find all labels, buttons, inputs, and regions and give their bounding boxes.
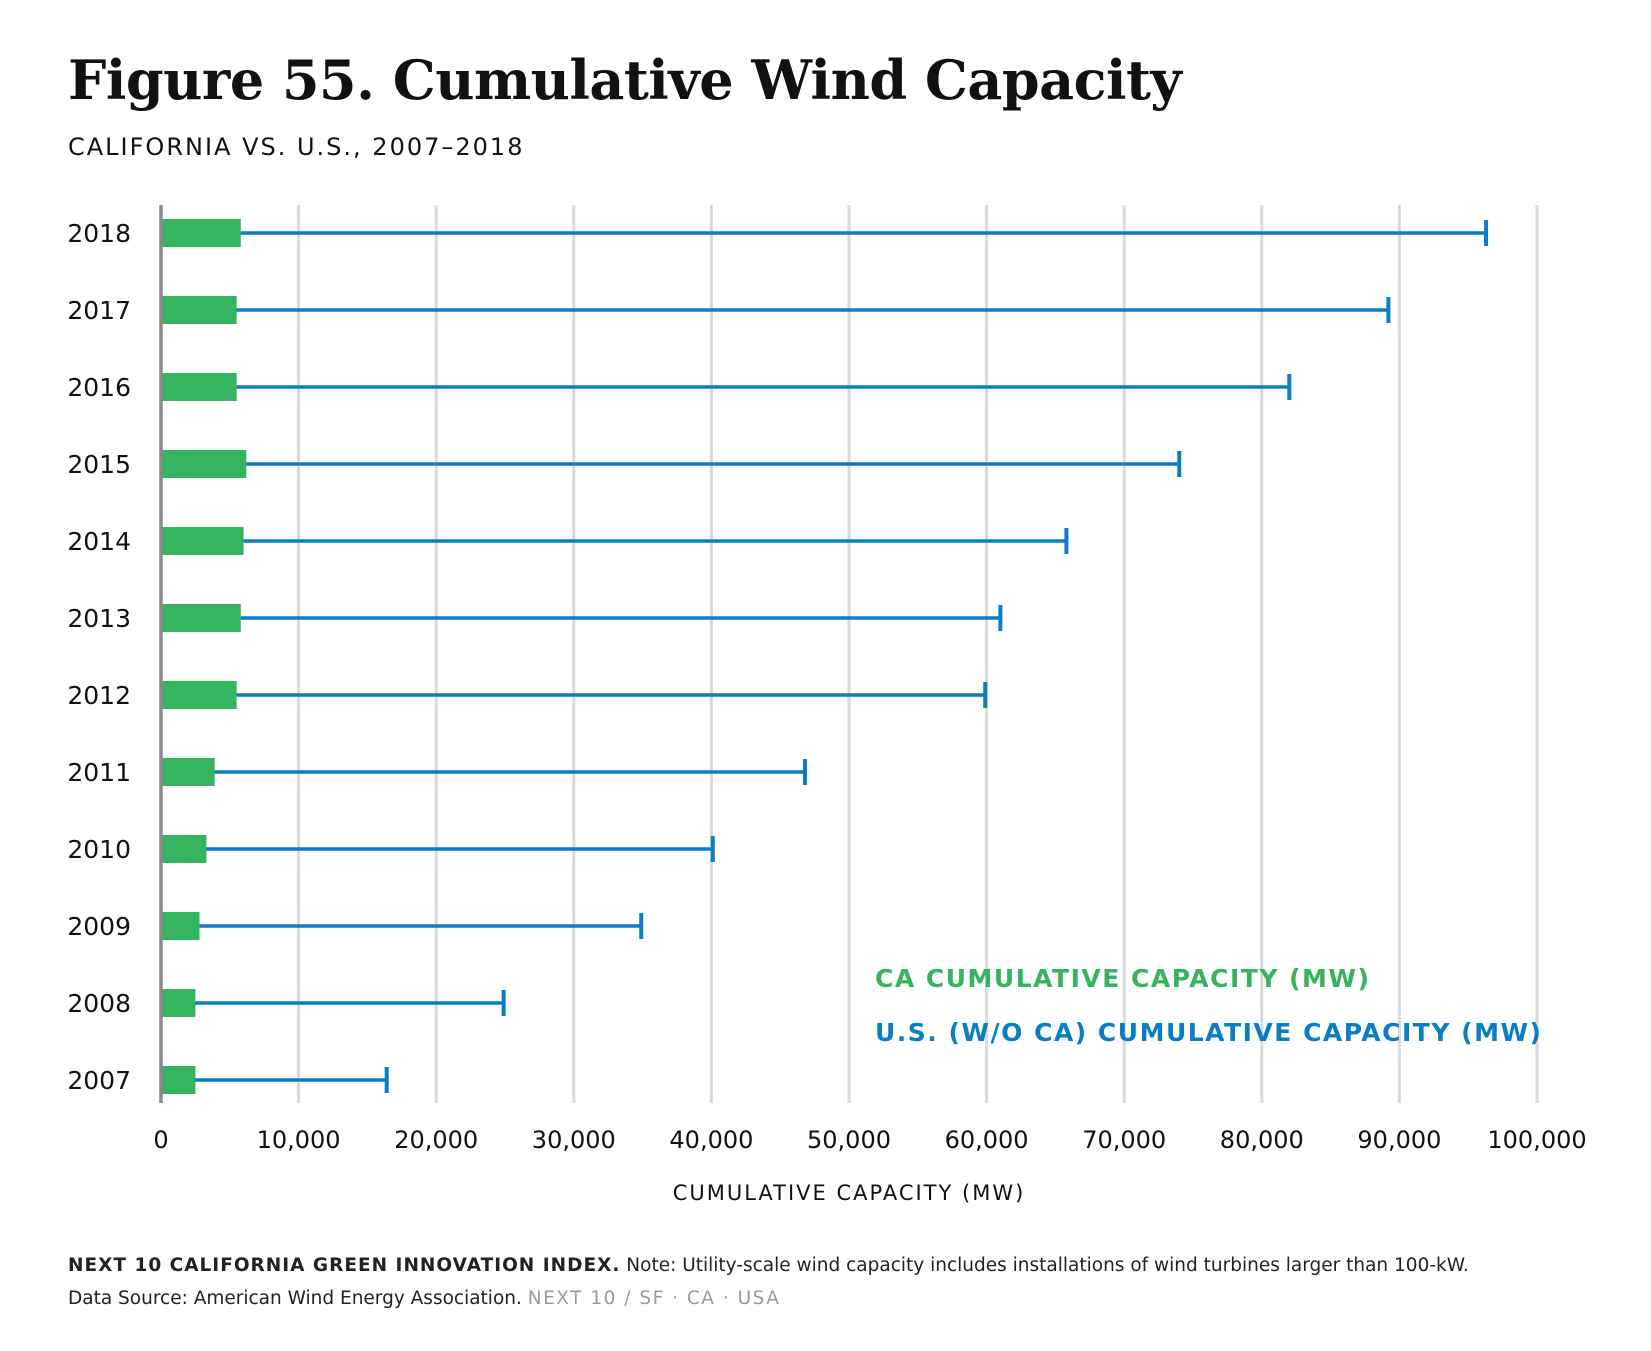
ca-capacity-bar [161,1066,196,1094]
y-tick-label: 2013 [67,604,131,633]
y-tick-label: 2009 [67,912,131,941]
ca-capacity-bar [161,989,196,1017]
ca-capacity-bar [161,373,237,401]
ca-capacity-bar [161,604,241,632]
y-tick-label: 2018 [67,219,131,248]
x-tick-label: 50,000 [807,1126,891,1154]
x-tick-label: 80,000 [1220,1126,1304,1154]
y-tick-label: 2010 [67,835,131,864]
footer-source: Data Source: American Wind Energy Associ… [68,1288,522,1309]
ca-capacity-bar [161,681,237,709]
footer-brand: NEXT 10 / SF · CA · USA [527,1288,781,1309]
chart-title: Figure 55. Cumulative Wind Capacity [68,48,1182,112]
chart-subtitle: CALIFORNIA VS. U.S., 2007–2018 [68,133,525,161]
y-tick-label: 2007 [67,1066,131,1095]
footer-line-2: Data Source: American Wind Energy Associ… [68,1288,780,1309]
footer-line-1: NEXT 10 CALIFORNIA GREEN INNOVATION INDE… [68,1255,1469,1276]
x-tick-label: 30,000 [532,1126,616,1154]
ca-capacity-bar [161,912,200,940]
ca-capacity-bar [161,450,247,478]
y-tick-label: 2008 [67,989,131,1018]
x-axis-label: CUMULATIVE CAPACITY (MW) [673,1181,1026,1205]
x-tick-label: 90,000 [1357,1126,1441,1154]
x-tick-label: 70,000 [1082,1126,1166,1154]
y-tick-label: 2016 [67,373,131,402]
x-tick-label: 20,000 [394,1126,478,1154]
footer-org: NEXT 10 CALIFORNIA GREEN INNOVATION INDE… [68,1255,621,1276]
ca-capacity-bar [161,219,241,247]
y-tick-label: 2012 [67,681,131,710]
y-tick-label: 2015 [67,450,131,479]
y-tick-label: 2011 [67,758,131,787]
legend-ca: CA CUMULATIVE CAPACITY (MW) [875,964,1370,993]
ca-capacity-bar [161,758,215,786]
footer-note: Note: Utility-scale wind capacity includ… [626,1255,1469,1276]
y-tick-label: 2014 [67,527,131,556]
x-tick-label: 10,000 [257,1126,341,1154]
ca-capacity-bar [161,527,244,555]
x-tick-label: 60,000 [945,1126,1029,1154]
x-tick-label: 40,000 [669,1126,753,1154]
x-tick-label: 0 [153,1126,168,1154]
chart-plot: 0 10,000 20,000 30,000 40,000 50,000 60,000 70,… [67,205,1587,1205]
ca-capacity-bar [161,835,207,863]
legend-us: U.S. (W/O CA) CUMULATIVE CAPACITY (MW) [875,1018,1542,1047]
x-tick-label: 100,000 [1487,1126,1586,1154]
y-tick-label: 2017 [67,296,131,325]
ca-capacity-bar [161,296,237,324]
